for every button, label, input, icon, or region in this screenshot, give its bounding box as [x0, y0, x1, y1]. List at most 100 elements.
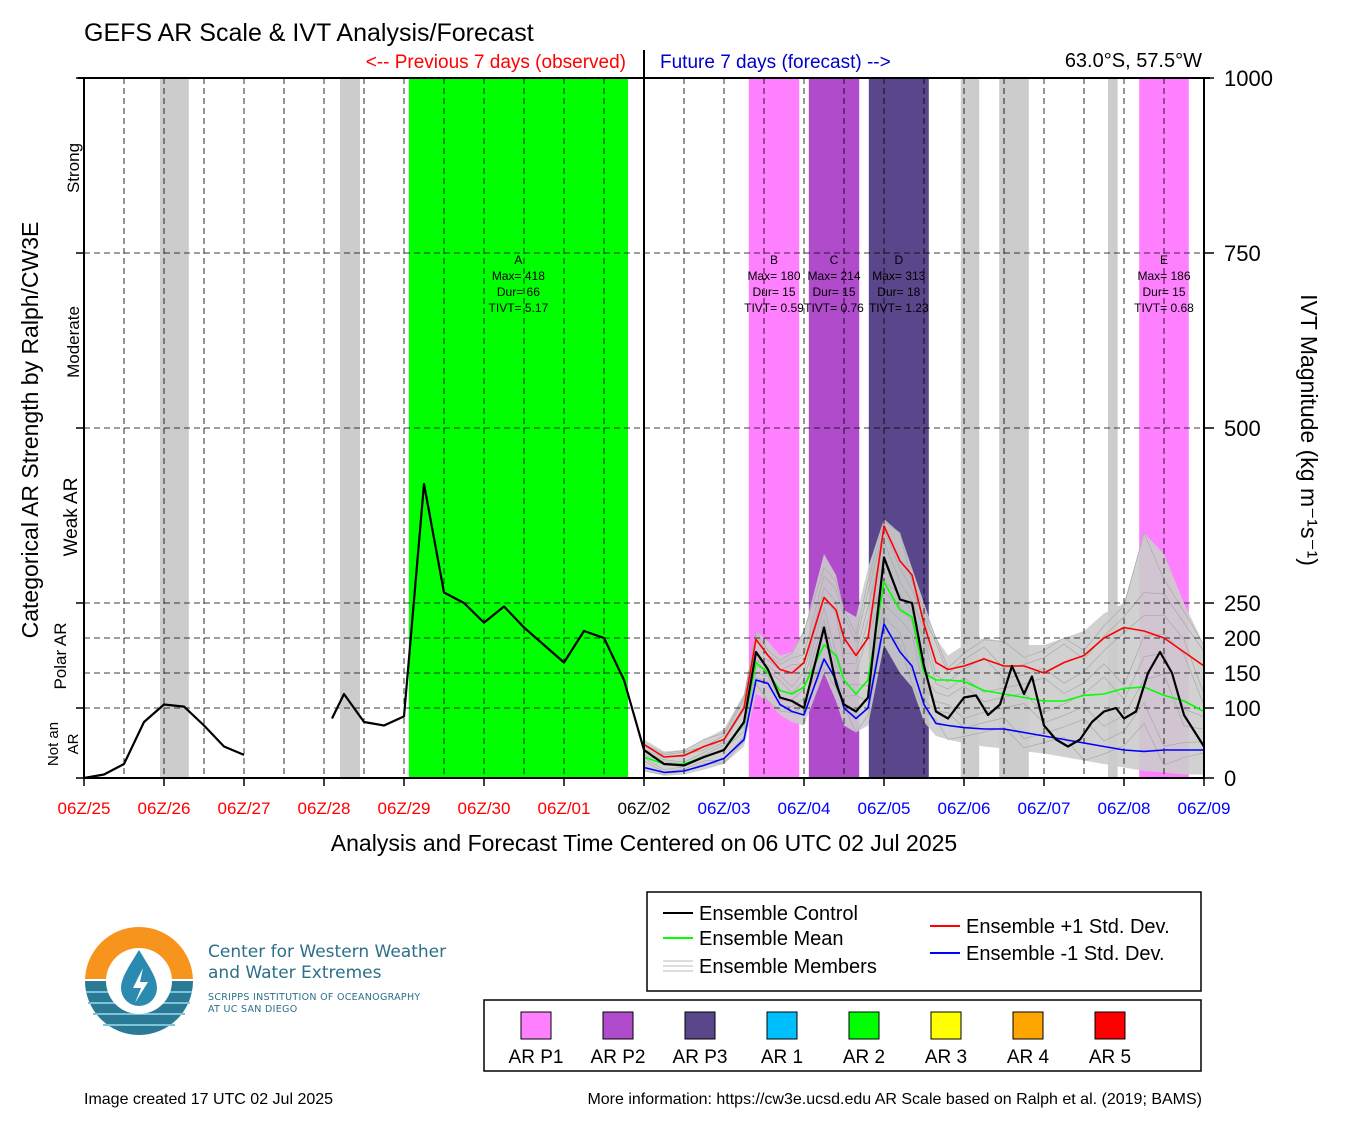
right-tick-label-200: 200 [1224, 626, 1261, 651]
x-tick-label-06Z/02: 06Z/02 [618, 799, 671, 818]
right-tick-label-500: 500 [1224, 416, 1261, 441]
ar-legend-label-7: AR 5 [1089, 1047, 1131, 1068]
category-polar: Polar AR [51, 622, 70, 689]
ar-legend-label-0: AR P1 [509, 1047, 564, 1068]
right-tick-label-150: 150 [1224, 661, 1261, 686]
cw3e-logo-icon [85, 927, 193, 1035]
x-tick-label-06Z/05: 06Z/05 [858, 799, 911, 818]
ar-event-d-label-0: D [894, 253, 903, 267]
ar-event-b-label-3: TIVT= 0.59 [744, 301, 804, 315]
category-weak: Weak AR [61, 478, 82, 557]
ar-event-b-label-2: Dur= 15 [752, 285, 795, 299]
x-axis-label: Analysis and Forecast Time Centered on 0… [331, 830, 957, 856]
right-tick-label-750: 750 [1224, 241, 1261, 266]
logo-subtitle: SCRIPPS INSTITUTION OF OCEANOGRAPHY AT U… [208, 992, 421, 1016]
grey-band-4 [1108, 78, 1118, 778]
ar-event-e-label-2: Dur= 15 [1142, 285, 1185, 299]
ensemble-member-line-2 [643, 604, 1205, 771]
ar-legend-swatch-1 [602, 1011, 634, 1040]
footer-info: More information: https://cw3e.ucsd.edu … [587, 1091, 1202, 1108]
y-axis-label-left: Categorical AR Strength by Ralph/CW3E [17, 222, 43, 639]
ar-event-a-label-2: Dur= 66 [497, 285, 540, 299]
logo-sub-line2: AT UC SAN DIEGO [208, 1004, 298, 1015]
category-ar: AR [65, 733, 82, 754]
series-ensemble-1-std-dev--0 [643, 525, 1205, 758]
ar-legend-label-2: AR P3 [673, 1047, 728, 1068]
ar-event-a-label-0: A [514, 253, 522, 267]
legend-members: Ensemble Members [699, 956, 877, 978]
right-tick-label-1000: 1000 [1224, 66, 1273, 91]
event-annotations-layer: A Max= 418 Dur= 66 TIVT= 5.17 B Max= 180 Dur= … [489, 253, 1195, 315]
future-label: Future 7 days (forecast) --> [660, 52, 891, 73]
category-not-an: Not an [45, 722, 62, 766]
series-ensemble-1-std-dev--0 [643, 623, 1204, 774]
ar-event-c-label-1: Max= 214 [807, 269, 860, 283]
footer-created: Image created 17 UTC 02 Jul 2025 [84, 1091, 333, 1108]
x-tick-label-06Z/08: 06Z/08 [1098, 799, 1151, 818]
right-tick-label-250: 250 [1224, 591, 1261, 616]
ar-legend-label-1: AR P2 [591, 1047, 646, 1068]
ar-event-c-label-0: C [830, 253, 839, 267]
ar-legend-swatch-3 [766, 1011, 798, 1040]
x-tick-label-06Z/04: 06Z/04 [778, 799, 831, 818]
ar-legend-label-3: AR 1 [761, 1047, 803, 1068]
legend-control: Ensemble Control [699, 903, 858, 925]
legend-minus-std: Ensemble -1 Std. Dev. [966, 943, 1165, 965]
series-layer [83, 482, 1205, 780]
ar-legend-swatch-0 [520, 1011, 552, 1040]
logo-title: Center for Western Weather and Water Ext… [208, 942, 446, 984]
x-tick-label-06Z/28: 06Z/28 [298, 799, 351, 818]
ar-legend-swatch-5 [930, 1011, 962, 1040]
y-axis-label-right: IVT Magnitude (kg m⁻¹s⁻¹) [1296, 294, 1322, 566]
ar-legend-swatch-7 [1094, 1011, 1126, 1040]
ar-event-b-label-1: Max= 180 [747, 269, 800, 283]
ar-event-c-label-3: TIVT= 0.76 [804, 301, 864, 315]
ar-legend-swatch-2 [684, 1011, 716, 1040]
ar-category-legend: AR P1 AR P2 AR P3 AR 1 AR 2 AR 3 AR 4 AR 5 [483, 999, 1202, 1072]
series-legend-box [646, 891, 1202, 992]
category-strong: Strong [64, 143, 83, 193]
right-tick-label-100: 100 [1224, 696, 1261, 721]
ar-event-c-label-2: Dur= 15 [812, 285, 855, 299]
axes-layer: 0 100 150 200 250 500 750 1000 06Z/25 06Z/26 06Z/2… [58, 50, 1273, 818]
x-tick-label-06Z/06: 06Z/06 [938, 799, 991, 818]
x-tick-label-06Z/25: 06Z/25 [58, 799, 111, 818]
series-ensemble-mean-0 [643, 581, 1205, 765]
right-tick-label-0: 0 [1224, 766, 1236, 791]
x-tick-label-06Z/07: 06Z/07 [1018, 799, 1071, 818]
logo-sub-line1: SCRIPPS INSTITUTION OF OCEANOGRAPHY [208, 992, 421, 1003]
x-tick-label-06Z/30: 06Z/30 [458, 799, 511, 818]
ar-event-d-label-2: Dur= 18 [877, 285, 920, 299]
category-moderate: Moderate [64, 306, 83, 378]
ar-event-a-label-1: Max= 418 [492, 269, 545, 283]
series-ensemble-control-0 [83, 703, 245, 780]
ar-event-d-label-1: Max= 313 [872, 269, 925, 283]
ensemble-member-line-6 [643, 528, 1205, 756]
x-tick-label-06Z/27: 06Z/27 [218, 799, 271, 818]
series-legend: Ensemble Control Ensemble Mean Ensemble … [646, 891, 1202, 992]
ar-event-e-label-3: TIVT= 0.68 [1134, 301, 1194, 315]
logo-title-line2: and Water Extremes [208, 963, 382, 983]
x-tick-label-06Z/29: 06Z/29 [378, 799, 431, 818]
x-tick-label-06Z/01: 06Z/01 [538, 799, 591, 818]
legend-mean: Ensemble Mean [699, 928, 844, 950]
chart-title: GEFS AR Scale & IVT Analysis/Forecast [84, 19, 534, 47]
ar-legend-label-4: AR 2 [843, 1047, 885, 1068]
x-tick-label-06Z/03: 06Z/03 [698, 799, 751, 818]
x-tick-label-06Z/09: 06Z/09 [1178, 799, 1231, 818]
ensemble-member-line-7 [643, 520, 1205, 754]
legend-swatch-members [663, 960, 693, 972]
ar-event-b-label-0: B [770, 253, 778, 267]
ar-legend-label-5: AR 3 [925, 1047, 967, 1068]
ar-legend-swatch-6 [1012, 1011, 1044, 1040]
ar-event-e-label-0: E [1160, 253, 1168, 267]
ar-event-a-label-3: TIVT= 5.17 [489, 301, 549, 315]
x-tick-label-06Z/26: 06Z/26 [138, 799, 191, 818]
ar-event-d-label-3: TIVT= 1.23 [869, 301, 929, 315]
location-label: 63.0°S, 57.5°W [1065, 50, 1202, 72]
ar-legend-label-6: AR 4 [1007, 1047, 1050, 1068]
logo-title-line1: Center for Western Weather [208, 942, 447, 962]
legend-plus-std: Ensemble +1 Std. Dev. [966, 916, 1170, 938]
ar-legend-swatch-4 [848, 1011, 880, 1040]
